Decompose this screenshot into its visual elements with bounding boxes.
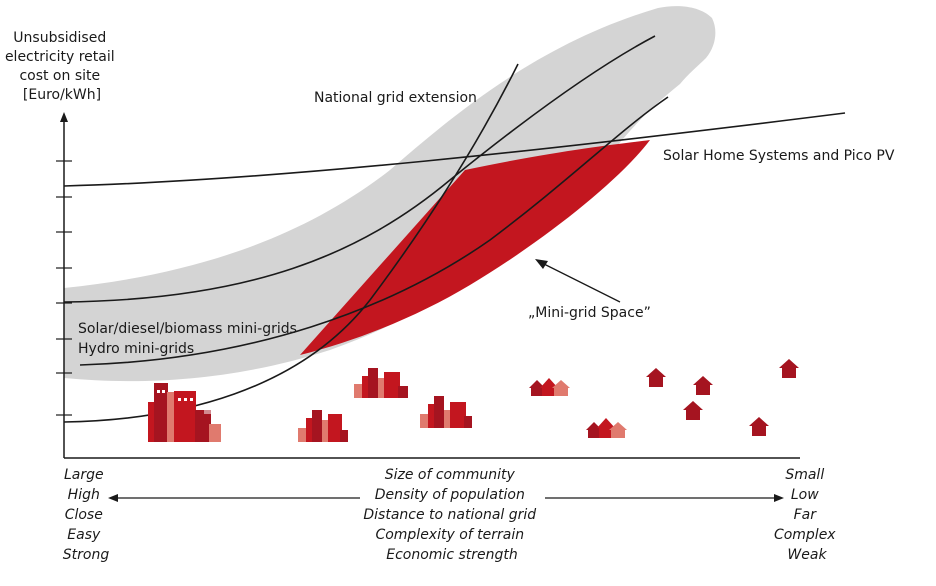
hydro-label: Hydro mini-grids bbox=[78, 341, 194, 357]
solar-home-label: Solar Home Systems and Pico PV bbox=[663, 148, 895, 164]
village-cluster-2 bbox=[586, 418, 627, 438]
large-city-illustration bbox=[148, 383, 221, 442]
mini-grid-space-label: „Mini-grid Space” bbox=[528, 305, 651, 321]
right-arrowhead bbox=[774, 494, 784, 502]
x-axis-right-labels: Small Low Far Complex Weak bbox=[774, 467, 840, 563]
mini-grid-space-pointer-head bbox=[535, 259, 548, 269]
mini-grid-space-area bbox=[300, 140, 650, 355]
national-grid-label: National grid extension bbox=[314, 90, 477, 106]
x-axis-center-labels: Size of community Density of population … bbox=[363, 467, 540, 563]
y-axis-ticks bbox=[56, 160, 72, 416]
town-illustration-1 bbox=[298, 410, 348, 442]
town-illustration-2 bbox=[354, 368, 408, 398]
town-illustration-3 bbox=[420, 396, 472, 428]
hydro-curve bbox=[79, 96, 669, 366]
x-axis-left-labels: Large High Close Easy Strong bbox=[63, 467, 110, 563]
village-cluster-1 bbox=[529, 378, 570, 396]
mini-grid-cost-band bbox=[64, 6, 716, 382]
solar-diesel-label: Solar/diesel/biomass mini-grids bbox=[78, 321, 297, 337]
solar-home-curve bbox=[63, 112, 846, 187]
mini-grid-space-pointer bbox=[541, 262, 621, 303]
solar-diesel-curve bbox=[63, 35, 656, 303]
scattered-houses bbox=[646, 359, 799, 436]
y-axis-arrowhead bbox=[60, 112, 68, 122]
left-arrowhead bbox=[108, 494, 118, 502]
y-axis-label: Unsubsidised electricity retail cost on … bbox=[5, 30, 119, 103]
